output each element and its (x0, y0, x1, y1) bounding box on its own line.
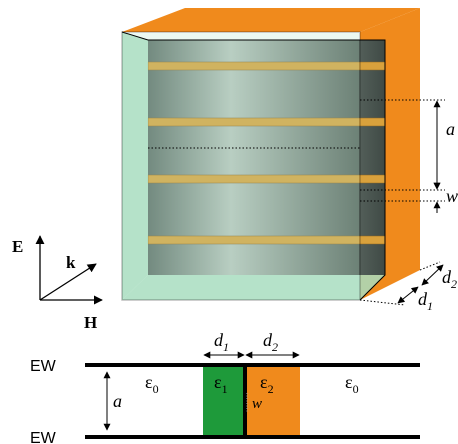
ew-bottom: EW (30, 430, 57, 444)
label-d2: d2 (442, 267, 457, 291)
label-a-bottom: a (113, 391, 122, 411)
text-part: 1 (222, 382, 228, 396)
diagram: a w d2 d1 E k H EW EW d1 d2 a w ε0 ε1 ε2… (0, 0, 458, 444)
label-E: E (12, 237, 23, 256)
d1: d1 (214, 330, 229, 354)
box (122, 8, 420, 300)
eps0-left: ε0 (145, 372, 159, 396)
text-part: 1 (223, 340, 229, 354)
text-part: 1 (427, 299, 433, 313)
label-H: H (84, 313, 97, 332)
eps0-right: ε0 (345, 372, 359, 396)
page: a w d2 d1 E k H EW EW d1 d2 a w ε0 ε1 ε2… (0, 0, 458, 444)
text-part: 2 (451, 277, 457, 291)
text-part: 0 (353, 382, 359, 396)
label-k: k (66, 253, 76, 272)
label-d1: d1 (418, 289, 433, 313)
label-w: w (446, 186, 458, 206)
label-a: a (446, 119, 455, 139)
ew-top: EW (30, 358, 57, 375)
text-part: 2 (272, 340, 278, 354)
label-w-bottom: w (252, 396, 262, 412)
text-part: 0 (153, 382, 159, 396)
d2: d2 (263, 330, 278, 354)
text-part: 2 (268, 382, 274, 396)
